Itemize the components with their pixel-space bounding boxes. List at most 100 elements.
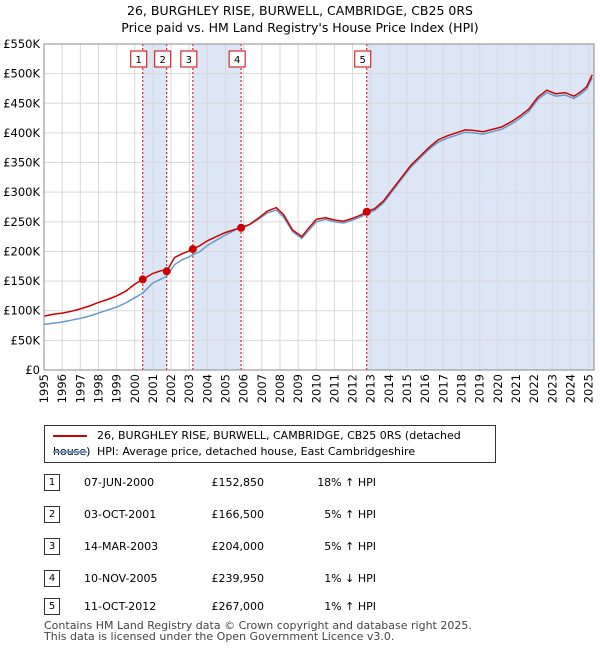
x-tick-label: 2001 bbox=[146, 374, 160, 403]
y-tick-label: £350K bbox=[3, 156, 40, 170]
x-tick-label: 2003 bbox=[182, 374, 196, 403]
x-tick-label: 1996 bbox=[55, 374, 69, 403]
y-tick-label: £500K bbox=[3, 67, 40, 81]
x-tick-label: 2024 bbox=[563, 374, 577, 403]
x-tick-label: 2023 bbox=[545, 374, 559, 403]
legend-item-property: 26, BURGHLEY RISE, BURWELL, CAMBRIDGE, C… bbox=[53, 428, 495, 458]
table-row: 5 11-OCT-2012 £267,000 1% ↑ HPI bbox=[44, 598, 404, 615]
y-tick-label: £550K bbox=[3, 37, 40, 51]
shade-band bbox=[142, 44, 167, 370]
x-tick-label: 2017 bbox=[436, 374, 450, 403]
x-tick-label: 1999 bbox=[110, 374, 124, 403]
sale-label-box bbox=[130, 50, 148, 68]
row-number: 3 bbox=[44, 538, 60, 555]
axes: £0 £50K £100K £150K £200K £250K £300K £350K £400… bbox=[3, 37, 595, 403]
row-date: 11-OCT-2012 bbox=[84, 600, 157, 613]
y-tick-label: £100K bbox=[3, 304, 40, 318]
row-number: 5 bbox=[44, 598, 60, 615]
hpi-line bbox=[43, 77, 593, 326]
row-hpi: 5% ↑ HPI bbox=[324, 508, 376, 521]
chart-subtitle: Price paid vs. HM Land Registry's House … bbox=[121, 20, 479, 35]
x-tick-label: 2005 bbox=[219, 374, 233, 403]
footer: Contains HM Land Registry data © Crown c… bbox=[44, 620, 472, 642]
sale-labels: 1 2 3 4 5 bbox=[130, 50, 372, 68]
x-tick-label: 2020 bbox=[491, 374, 505, 403]
row-price: £267,000 bbox=[211, 600, 265, 613]
legend-label-hpi: HPI: Average price, detached house, East… bbox=[97, 445, 416, 458]
price-chart: £0 £50K £100K £150K £200K £250K £300K £350K £400… bbox=[3, 37, 595, 403]
row-price: £204,000 bbox=[211, 540, 265, 553]
table-row: 2 03-OCT-2001 £166,500 5% ↑ HPI bbox=[44, 506, 404, 523]
legend-item-hpi: HPI: Average price, detached house, East… bbox=[53, 444, 415, 460]
legend-swatch-property bbox=[53, 435, 87, 437]
footer-licence: This data is licensed under the Open Gov… bbox=[44, 630, 395, 643]
y-tick-label: £400K bbox=[3, 126, 40, 140]
y-tick-label: £50K bbox=[11, 333, 41, 347]
x-tick-label: 2018 bbox=[454, 374, 468, 403]
x-tick-label: 2004 bbox=[200, 374, 214, 403]
sale-label-text: 1 bbox=[136, 55, 142, 66]
row-price: £152,850 bbox=[211, 476, 265, 489]
y-tick-label: £150K bbox=[3, 274, 40, 288]
row-price: £239,950 bbox=[211, 572, 265, 585]
row-price: £166,500 bbox=[211, 508, 265, 521]
table-row: 4 10-NOV-2005 £239,950 1% ↓ HPI bbox=[44, 570, 404, 587]
sale-markers bbox=[142, 44, 368, 370]
y-tick-label: £300K bbox=[3, 185, 40, 199]
sale-points bbox=[138, 207, 371, 284]
x-tick-label: 2019 bbox=[473, 374, 487, 403]
x-tick-label: 2007 bbox=[255, 374, 269, 403]
chart-title: 26, BURGHLEY RISE, BURWELL, CAMBRIDGE, C… bbox=[127, 3, 473, 18]
y-tick-label: £250K bbox=[3, 215, 40, 229]
sale-label-text: 2 bbox=[160, 55, 166, 66]
table-row: 1 07-JUN-2000 £152,850 18% ↑ HPI bbox=[44, 474, 404, 491]
legend-label-property: 26, BURGHLEY RISE, BURWELL, CAMBRIDGE, C… bbox=[53, 429, 461, 458]
x-tick-label: 2021 bbox=[509, 374, 523, 403]
sale-label-box bbox=[180, 50, 198, 68]
row-date: 14-MAR-2003 bbox=[84, 540, 159, 553]
table-row: 3 14-MAR-2003 £204,000 5% ↑ HPI bbox=[44, 538, 404, 555]
x-tick-label: 2010 bbox=[309, 374, 323, 403]
y-tick-label: £450K bbox=[3, 96, 40, 110]
sale-shading bbox=[142, 44, 594, 370]
x-tick-label: 1995 bbox=[37, 374, 51, 403]
row-hpi: 1% ↑ HPI bbox=[324, 600, 376, 613]
row-hpi: 5% ↑ HPI bbox=[324, 540, 376, 553]
sale-point bbox=[188, 245, 197, 254]
x-tick-label: 2000 bbox=[128, 374, 142, 403]
plot-frame bbox=[43, 43, 595, 371]
x-tick-label: 2011 bbox=[327, 374, 341, 403]
row-date: 03-OCT-2001 bbox=[84, 508, 157, 521]
sale-point bbox=[362, 207, 371, 216]
sale-label-box bbox=[228, 50, 246, 68]
x-tick-label: 2025 bbox=[582, 374, 596, 403]
row-number: 2 bbox=[44, 506, 60, 523]
x-tick-label: 2012 bbox=[346, 374, 360, 403]
row-hpi: 1% ↓ HPI bbox=[324, 572, 376, 585]
sale-label-text: 5 bbox=[360, 55, 366, 66]
legend: 26, BURGHLEY RISE, BURWELL, CAMBRIDGE, C… bbox=[44, 425, 496, 463]
footer-copyright: Contains HM Land Registry data © Crown c… bbox=[44, 619, 472, 632]
y-tick-label: £200K bbox=[3, 244, 40, 258]
sale-label-text: 4 bbox=[234, 55, 240, 66]
x-tick-label: 2014 bbox=[382, 374, 396, 403]
row-number: 1 bbox=[44, 474, 60, 491]
sale-label-box bbox=[354, 50, 372, 68]
y-tick-label: £0 bbox=[25, 363, 40, 377]
row-date: 07-JUN-2000 bbox=[84, 476, 155, 489]
sale-label-text: 3 bbox=[186, 55, 192, 66]
x-tick-label: 2009 bbox=[291, 374, 305, 403]
x-tick-label: 2015 bbox=[400, 374, 414, 403]
x-tick-label: 2016 bbox=[418, 374, 432, 403]
row-hpi: 18% ↑ HPI bbox=[317, 476, 376, 489]
x-tick-label: 1998 bbox=[91, 374, 105, 403]
sale-label-box bbox=[154, 50, 172, 68]
row-number: 4 bbox=[44, 570, 60, 587]
x-tick-label: 2022 bbox=[527, 374, 541, 403]
x-tick-label: 2008 bbox=[273, 374, 287, 403]
x-tick-label: 2002 bbox=[164, 374, 178, 403]
x-tick-label: 2013 bbox=[364, 374, 378, 403]
shade-band bbox=[366, 44, 594, 370]
sale-point bbox=[162, 267, 171, 276]
legend-swatch-hpi bbox=[53, 451, 87, 453]
